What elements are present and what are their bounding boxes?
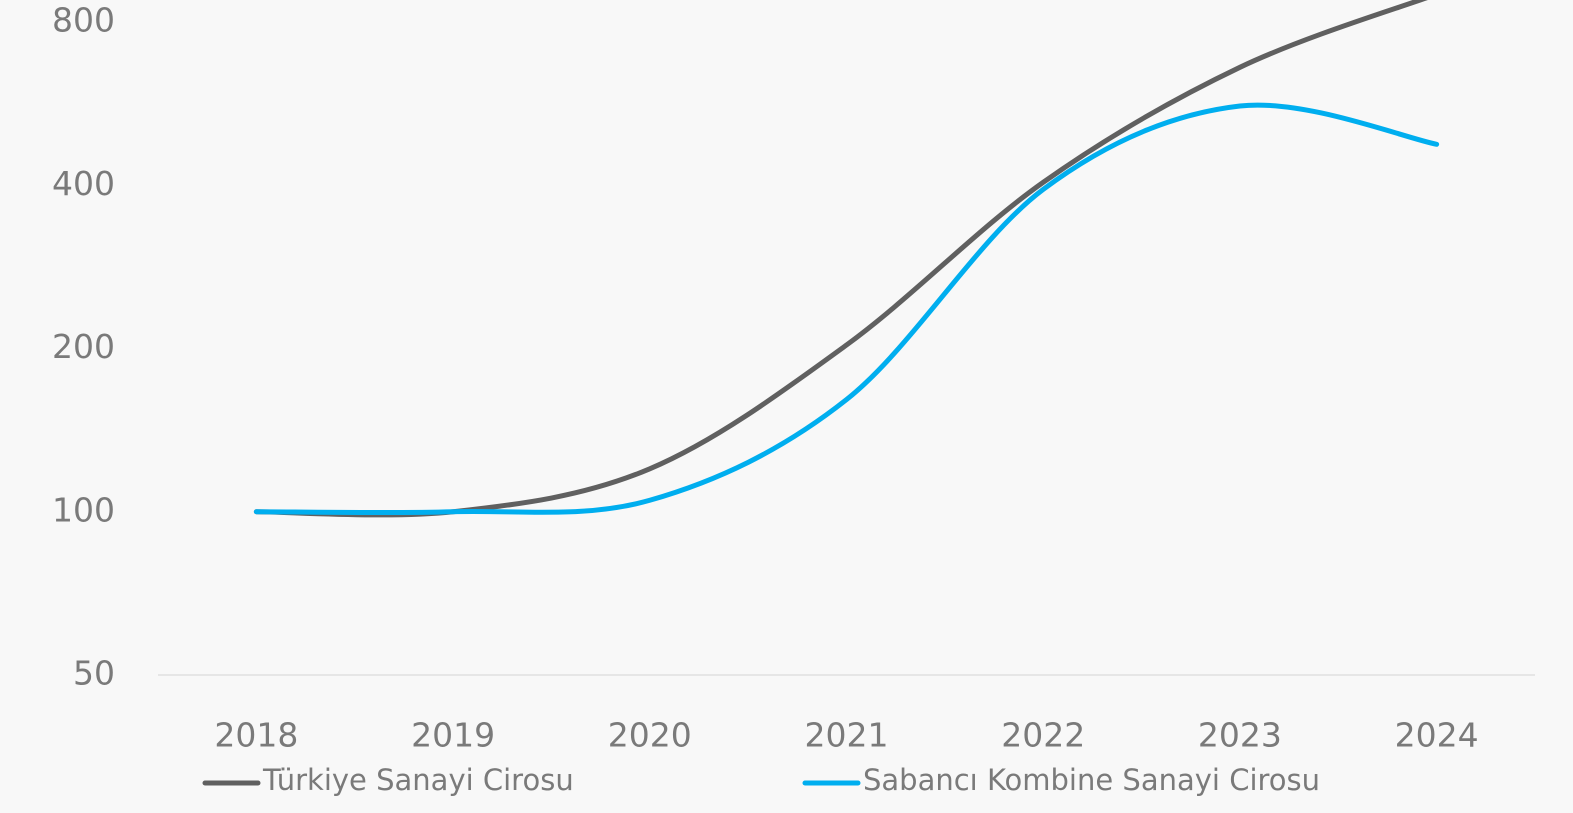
line-series <box>253 0 1428 518</box>
y-tick-label: 800 <box>52 1 115 40</box>
legend-label: Türkiye Sanayi Cirosu <box>262 763 574 797</box>
x-tick-label: 2019 <box>411 716 495 755</box>
y-tick-label: 200 <box>52 327 115 366</box>
x-tick-label: 2018 <box>214 716 298 755</box>
x-tick-label: 2021 <box>805 716 889 755</box>
legend-label: Sabancı Kombine Sanayi Cirosu <box>863 763 1320 797</box>
x-tick-label: 2022 <box>1001 716 1085 755</box>
y-tick-label: 100 <box>52 490 115 529</box>
y-tick-label: 50 <box>73 654 115 693</box>
line-series <box>253 102 1440 516</box>
x-tick-label: 2024 <box>1395 716 1479 755</box>
x-tick-label: 2020 <box>608 716 692 755</box>
y-tick-label: 400 <box>52 164 115 203</box>
x-tick-label: 2023 <box>1198 716 1282 755</box>
